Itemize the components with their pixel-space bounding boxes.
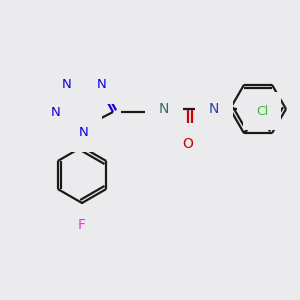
Text: H: H bbox=[209, 92, 219, 104]
Text: F: F bbox=[78, 218, 86, 232]
Text: Cl: Cl bbox=[256, 105, 268, 118]
Text: N: N bbox=[159, 102, 169, 116]
Text: N: N bbox=[62, 77, 72, 91]
Text: N: N bbox=[209, 102, 219, 116]
Text: H: H bbox=[159, 92, 169, 104]
Text: N: N bbox=[79, 125, 89, 139]
Text: N: N bbox=[51, 106, 61, 118]
Text: O: O bbox=[183, 137, 194, 151]
Text: N: N bbox=[97, 77, 107, 91]
